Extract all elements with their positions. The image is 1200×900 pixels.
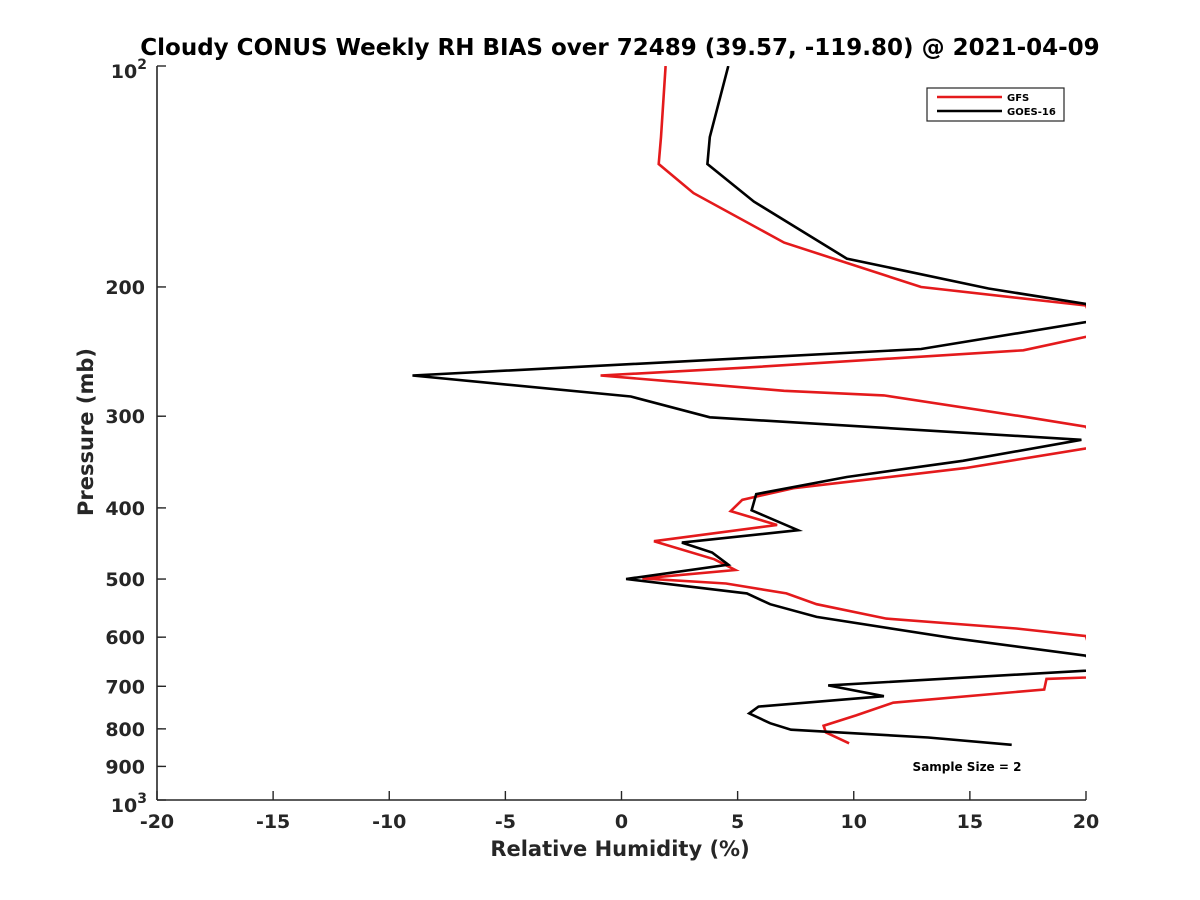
x-tick-label: -15 (256, 811, 290, 833)
y-tick-label: 400 (105, 498, 145, 520)
x-tick-label: 20 (1073, 811, 1099, 833)
x-tick-label: -10 (372, 811, 406, 833)
y-tick-label: 700 (105, 676, 145, 698)
legend: GFS GOES-16 (926, 87, 1065, 122)
chart-title: Cloudy CONUS Weekly RH BIAS over 72489 (… (140, 35, 1099, 61)
axes-group: -20 -15 -10 -5 0 5 10 15 20 102 200 300 400 500 600 700… (105, 57, 1099, 833)
y-tick-label: 600 (105, 627, 145, 649)
x-tick-label: 15 (957, 811, 983, 833)
y-tick-label: 800 (105, 719, 145, 741)
y-tick-label: 200 (105, 277, 145, 299)
x-tick-label: -20 (140, 811, 174, 833)
y-axis-label: Pressure (mb) (74, 348, 98, 516)
sample-size-annotation: Sample Size = 2 (913, 760, 1022, 774)
series-line-gfs (600, 66, 1086, 745)
x-tick-label: -5 (495, 811, 516, 833)
y-tick-label: 900 (105, 756, 145, 778)
legend-label-goes-16: GOES-16 (1007, 107, 1056, 118)
legend-label-gfs: GFS (1007, 93, 1029, 104)
x-tick-label: 5 (731, 811, 744, 833)
x-tick-label: 0 (615, 811, 628, 833)
x-axis-label: Relative Humidity (%) (490, 837, 749, 861)
y-tick-label: 103 (111, 791, 147, 817)
y-tick-label: 500 (105, 569, 145, 591)
x-tick-label: 10 (841, 811, 867, 833)
y-tick-label: 300 (105, 406, 145, 428)
y-tick-label: 102 (111, 57, 147, 83)
plot-series-group (412, 66, 1086, 747)
legend-box (926, 87, 1065, 122)
series-line-goes-16 (412, 66, 1086, 747)
